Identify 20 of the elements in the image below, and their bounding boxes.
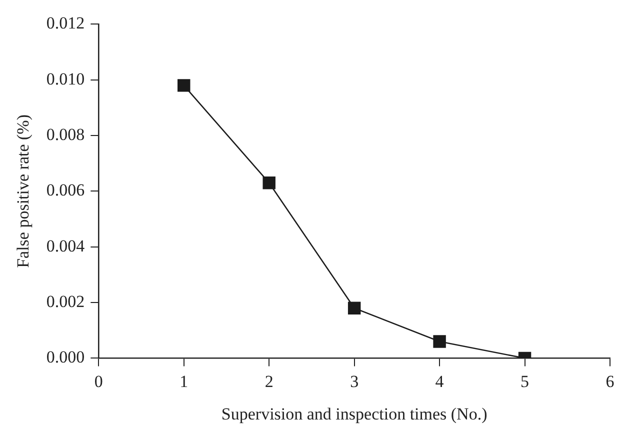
point bbox=[348, 302, 361, 314]
y-tick-label: 0.004 bbox=[46, 236, 86, 256]
x-tick-label: 5 bbox=[520, 372, 530, 391]
point bbox=[262, 176, 276, 190]
x-tick-label: 1 bbox=[180, 372, 188, 391]
point bbox=[433, 335, 446, 348]
y-tick-label: 0.002 bbox=[46, 292, 85, 311]
x-tick-label: 2 bbox=[264, 372, 274, 391]
y-tick-label: 0.000 bbox=[46, 348, 85, 367]
x-tick-label: 0 bbox=[94, 372, 103, 391]
y-tick-label: 0.010 bbox=[46, 69, 85, 88]
x-tick-label: 4 bbox=[435, 372, 444, 391]
x-axis-title: Supervision and inspection times (No.) bbox=[221, 404, 488, 424]
x-tick-label: 3 bbox=[350, 372, 359, 391]
y-tick-label: 0.012 bbox=[46, 14, 85, 33]
y-tick-label: 0.008 bbox=[46, 125, 85, 144]
y-tick-label: 0.006 bbox=[46, 180, 85, 200]
point bbox=[178, 79, 190, 92]
y-axis-title: False positive rate (%) bbox=[14, 114, 33, 268]
x-tick-label: 6 bbox=[606, 372, 614, 391]
